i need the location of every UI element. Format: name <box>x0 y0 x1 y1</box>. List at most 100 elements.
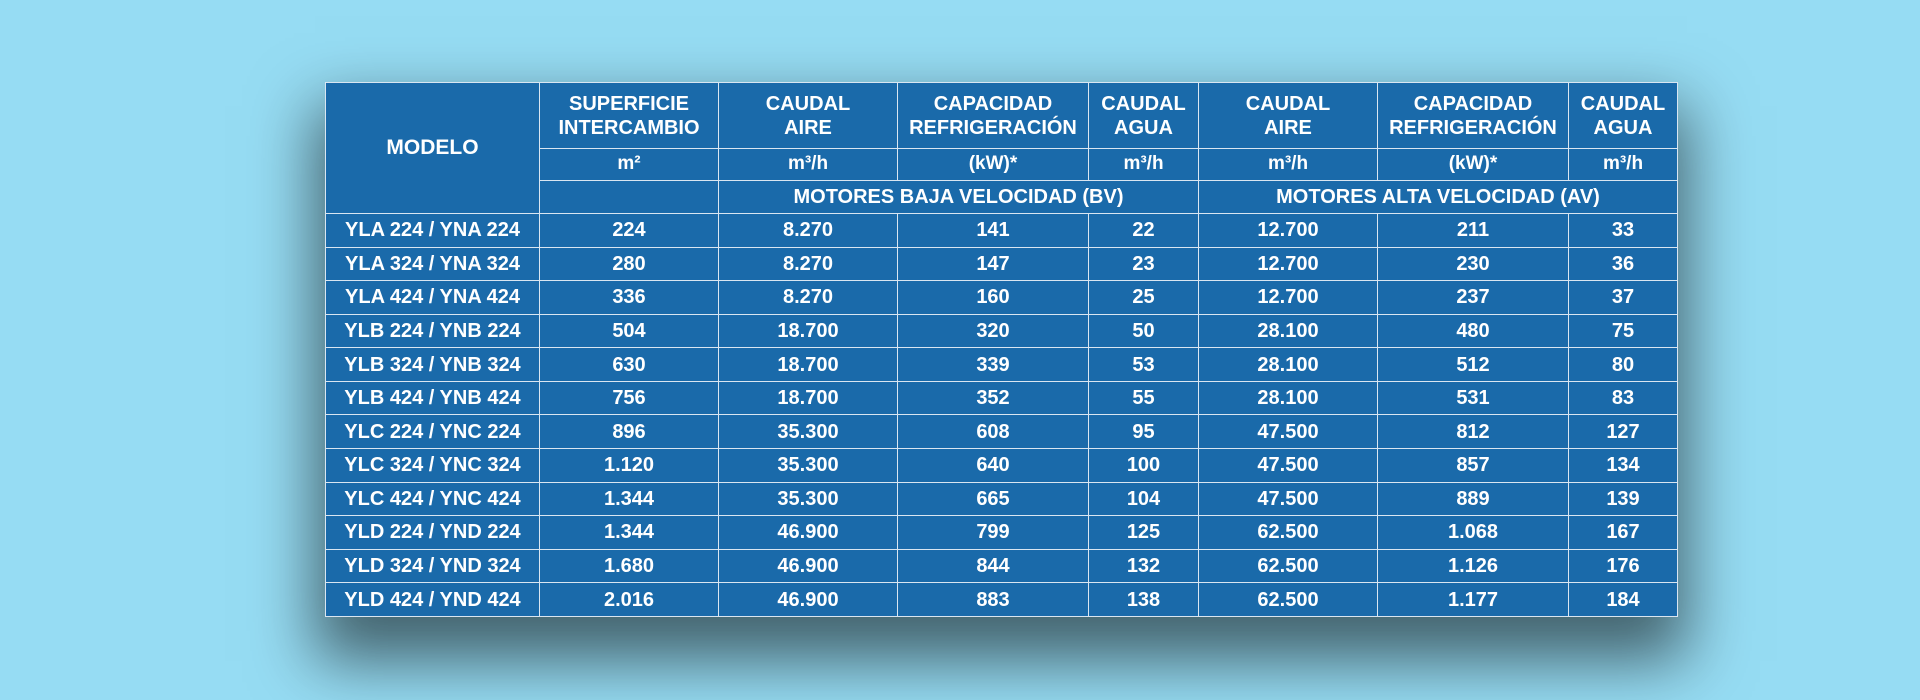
unit-label: m³/h <box>1088 148 1199 181</box>
value-cell: 1.344 <box>539 481 719 517</box>
column-title-line: AIRE <box>1264 116 1312 139</box>
value-cell: 1.120 <box>539 448 719 483</box>
model-cell: YLA 224 / YNA 224 <box>325 213 540 248</box>
value-cell: 28.100 <box>1198 313 1378 349</box>
specs-card: MODELO SUPERFICIE INTERCAMBIO CAUDAL AIR… <box>325 82 1678 617</box>
unit-label: m³/h <box>718 148 898 181</box>
value-cell: 53 <box>1088 347 1199 382</box>
value-cell: 83 <box>1568 380 1678 416</box>
header-group-row: MOTORES BAJA VELOCIDAD (BV) MOTORES ALTA… <box>326 180 1678 214</box>
group-spacer <box>539 180 719 214</box>
value-cell: 62.500 <box>1198 582 1378 617</box>
column-title-line: CAUDAL <box>765 92 851 115</box>
value-cell: 1.126 <box>1377 548 1569 584</box>
model-cell: YLB 424 / YNB 424 <box>325 380 540 416</box>
value-cell: 1.177 <box>1377 582 1569 617</box>
column-title-line: AIRE <box>784 116 832 139</box>
header-title-row: MODELO SUPERFICIE INTERCAMBIO CAUDAL AIR… <box>325 82 1678 214</box>
column-title: CAUDAL AIRE <box>1198 82 1378 149</box>
value-cell: 756 <box>539 380 719 416</box>
table-header: MODELO SUPERFICIE INTERCAMBIO CAUDAL AIR… <box>325 82 1678 214</box>
value-cell: 339 <box>897 347 1089 382</box>
value-cell: 12.700 <box>1198 280 1378 315</box>
value-cell: 138 <box>1088 582 1199 617</box>
column-title: CAPACIDAD REFRIGERACIÓN <box>1377 82 1569 149</box>
model-cell: YLB 224 / YNB 224 <box>325 313 540 349</box>
low-speed-group-label: MOTORES BAJA VELOCIDAD (BV) <box>718 180 1199 214</box>
value-cell: 134 <box>1568 448 1678 483</box>
value-cell: 857 <box>1377 448 1569 483</box>
table-row: YLC 224 / YNC 224 896 35.300 608 95 47.500 812… <box>325 414 1678 450</box>
value-cell: 352 <box>897 380 1089 416</box>
value-cell: 95 <box>1088 414 1199 450</box>
table-row: YLD 424 / YND 424 2.016 46.900 883 138 62.500… <box>325 582 1678 617</box>
value-cell: 47.500 <box>1198 481 1378 517</box>
value-cell: 35.300 <box>718 481 898 517</box>
value-cell: 512 <box>1377 347 1569 382</box>
value-cell: 8.270 <box>718 246 898 282</box>
value-cell: 608 <box>897 414 1089 450</box>
value-cell: 47.500 <box>1198 448 1378 483</box>
value-cell: 480 <box>1377 313 1569 349</box>
value-cell: 1.068 <box>1377 515 1569 550</box>
value-cell: 176 <box>1568 548 1678 584</box>
table-row: YLB 224 / YNB 224 504 18.700 320 50 28.100 480… <box>325 313 1678 349</box>
specs-table: MODELO SUPERFICIE INTERCAMBIO CAUDAL AIR… <box>325 82 1678 617</box>
value-cell: 280 <box>539 246 719 282</box>
value-cell: 47.500 <box>1198 414 1378 450</box>
value-cell: 230 <box>1377 246 1569 282</box>
unit-label: m³/h <box>1568 148 1678 181</box>
column-title-line: CAUDAL <box>1580 92 1666 115</box>
value-cell: 46.900 <box>718 582 898 617</box>
value-cell: 132 <box>1088 548 1199 584</box>
model-cell: YLB 324 / YNB 324 <box>325 347 540 382</box>
value-cell: 336 <box>539 280 719 315</box>
table-row: YLA 324 / YNA 324 280 8.270 147 23 12.700 230 3… <box>325 246 1678 282</box>
value-cell: 18.700 <box>718 313 898 349</box>
value-cell: 504 <box>539 313 719 349</box>
column-title-line: CAUDAL <box>1101 92 1186 115</box>
model-column-header: MODELO <box>325 82 540 214</box>
value-cell: 889 <box>1377 481 1569 517</box>
table-row: YLA 224 / YNA 224 224 8.270 141 22 12.700 211 3… <box>325 213 1678 248</box>
column-title-line: REFRIGERACIÓN <box>1389 116 1557 139</box>
value-cell: 139 <box>1568 481 1678 517</box>
column-title: CAUDAL AGUA <box>1088 82 1199 149</box>
model-cell: YLD 324 / YND 324 <box>325 548 540 584</box>
table-row: YLC 324 / YNC 324 1.120 35.300 640 100 47.500… <box>325 448 1678 483</box>
value-cell: 55 <box>1088 380 1199 416</box>
value-cell: 100 <box>1088 448 1199 483</box>
value-cell: 23 <box>1088 246 1199 282</box>
value-cell: 80 <box>1568 347 1678 382</box>
value-cell: 141 <box>897 213 1089 248</box>
value-cell: 127 <box>1568 414 1678 450</box>
table-row: YLD 224 / YND 224 1.344 46.900 799 125 62.500… <box>325 515 1678 550</box>
unit-label: (kW)* <box>1377 148 1569 181</box>
value-cell: 125 <box>1088 515 1199 550</box>
value-cell: 320 <box>897 313 1089 349</box>
value-cell: 35.300 <box>718 414 898 450</box>
high-speed-group-label: MOTORES ALTA VELOCIDAD (AV) <box>1198 180 1678 214</box>
value-cell: 28.100 <box>1198 380 1378 416</box>
value-cell: 812 <box>1377 414 1569 450</box>
value-cell: 8.270 <box>718 280 898 315</box>
model-cell: YLC 324 / YNC 324 <box>325 448 540 483</box>
value-cell: 28.100 <box>1198 347 1378 382</box>
header-unit-row: m² m³/h (kW)* m³/h m³/h (kW)* m³/h <box>326 148 1678 181</box>
value-cell: 8.270 <box>718 213 898 248</box>
value-cell: 37 <box>1568 280 1678 315</box>
model-cell: YLC 424 / YNC 424 <box>325 481 540 517</box>
value-cell: 211 <box>1377 213 1569 248</box>
value-cell: 160 <box>897 280 1089 315</box>
unit-label: (kW)* <box>897 148 1089 181</box>
table-row: YLC 424 / YNC 424 1.344 35.300 665 104 47.500… <box>325 481 1678 517</box>
value-cell: 2.016 <box>539 582 719 617</box>
value-cell: 167 <box>1568 515 1678 550</box>
value-cell: 896 <box>539 414 719 450</box>
value-cell: 33 <box>1568 213 1678 248</box>
model-cell: YLC 224 / YNC 224 <box>325 414 540 450</box>
column-title: CAUDAL AGUA <box>1568 82 1678 149</box>
table-body: YLA 224 / YNA 224 224 8.270 141 22 12.700 211 3… <box>325 213 1678 617</box>
column-title: CAPACIDAD REFRIGERACIÓN <box>897 82 1089 149</box>
value-cell: 18.700 <box>718 347 898 382</box>
